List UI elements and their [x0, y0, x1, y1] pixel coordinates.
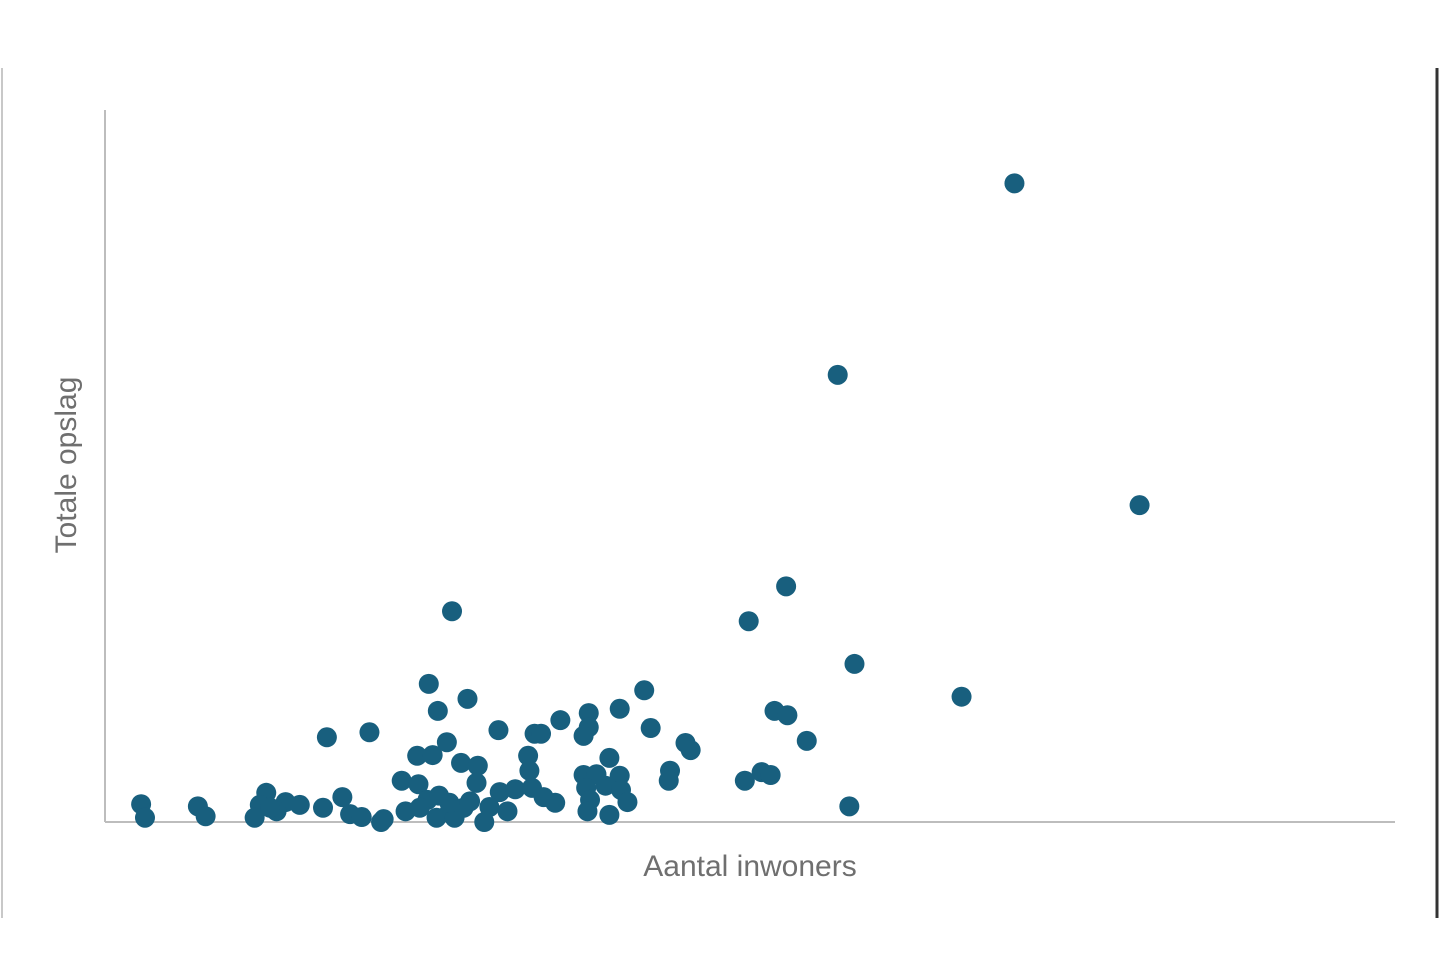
point	[427, 700, 448, 721]
point	[518, 745, 539, 766]
point	[658, 770, 679, 791]
point	[595, 775, 616, 796]
point	[407, 745, 428, 766]
point	[617, 792, 638, 813]
point	[844, 653, 865, 674]
point	[578, 703, 599, 724]
point	[531, 723, 552, 744]
point	[634, 680, 655, 701]
point	[573, 725, 594, 746]
point	[313, 797, 334, 818]
point	[474, 812, 495, 832]
point	[316, 727, 337, 748]
point	[1129, 495, 1150, 516]
point	[680, 740, 701, 761]
point	[422, 745, 443, 766]
point	[545, 792, 566, 813]
point	[244, 807, 265, 828]
point	[391, 770, 412, 791]
point	[776, 576, 797, 597]
point	[466, 772, 487, 793]
point	[1004, 173, 1025, 194]
point	[426, 807, 447, 828]
point	[359, 722, 380, 743]
point	[442, 601, 463, 622]
point	[951, 686, 972, 707]
point	[489, 782, 510, 803]
point	[827, 364, 848, 385]
point	[796, 730, 817, 751]
point	[260, 797, 281, 818]
point	[195, 806, 216, 827]
point	[609, 698, 630, 719]
point	[777, 705, 798, 726]
point	[332, 787, 353, 808]
point	[457, 688, 478, 709]
x-axis-title: Aantal inwoners	[643, 850, 856, 883]
point	[373, 809, 394, 830]
point	[134, 807, 155, 828]
point	[738, 611, 759, 632]
y-axis-title: Totale opslag	[50, 377, 83, 554]
point	[519, 760, 540, 781]
point	[436, 732, 457, 753]
point	[760, 765, 781, 786]
point	[488, 720, 509, 741]
point	[497, 801, 518, 822]
point	[351, 807, 372, 828]
point	[640, 718, 661, 739]
point	[505, 779, 526, 800]
point	[409, 797, 430, 818]
point	[734, 770, 755, 791]
point	[550, 710, 571, 731]
point	[467, 755, 488, 776]
point	[439, 792, 460, 813]
point	[577, 801, 598, 822]
point	[599, 747, 620, 768]
point	[839, 796, 860, 817]
point	[599, 804, 620, 825]
point	[408, 774, 429, 795]
point	[418, 673, 439, 694]
point	[289, 794, 310, 815]
point	[451, 752, 472, 773]
